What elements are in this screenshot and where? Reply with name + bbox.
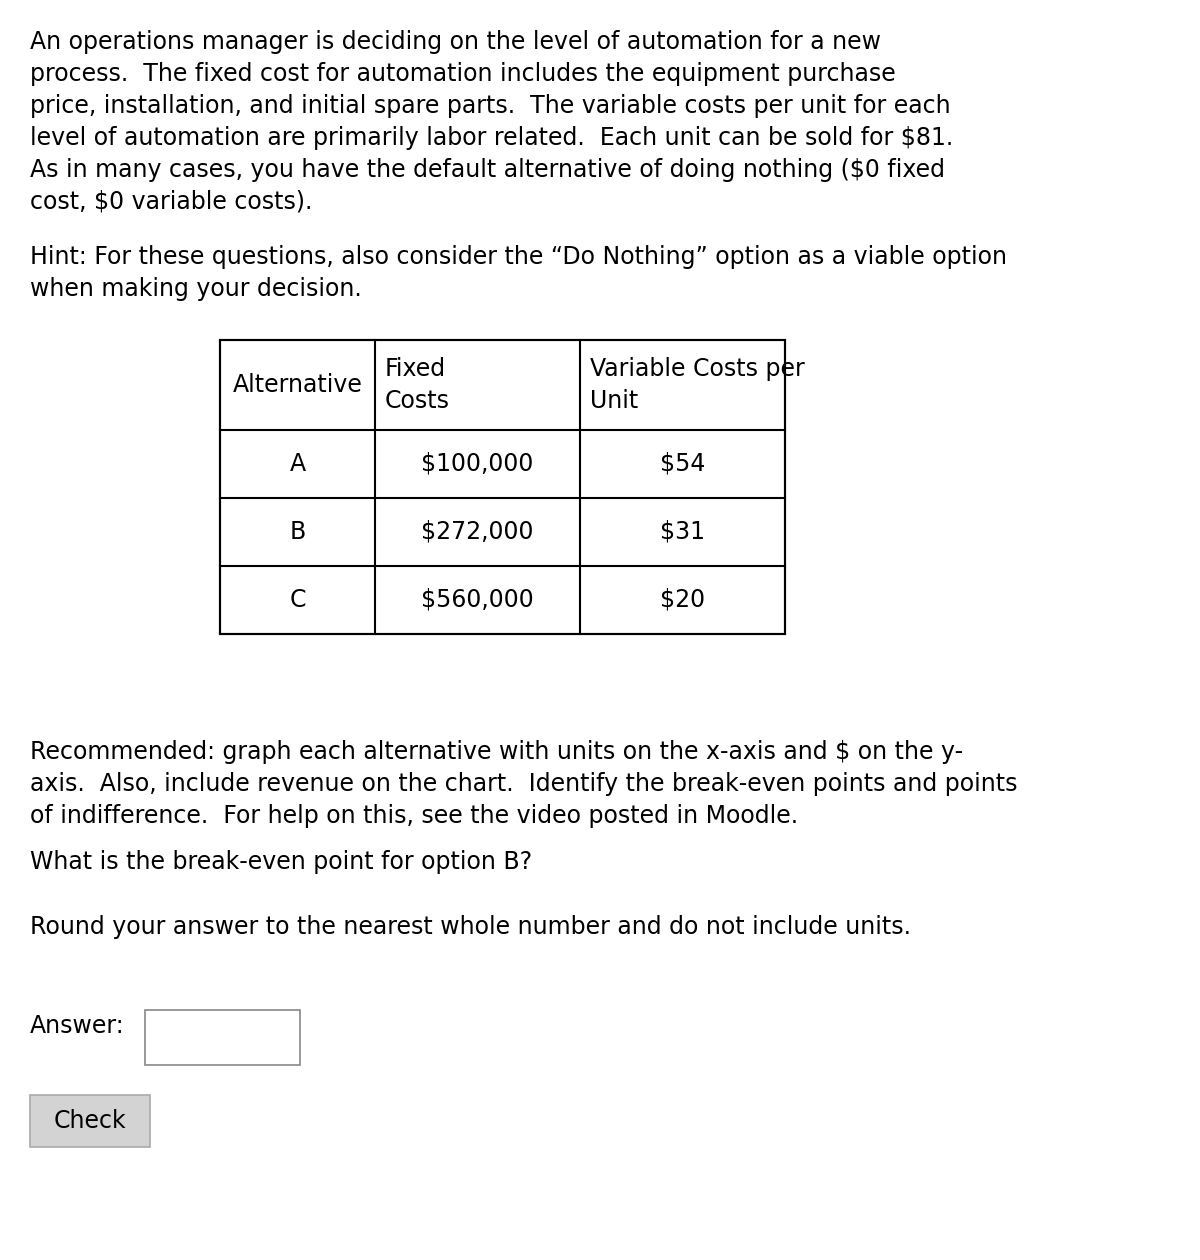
Bar: [30, 1095, 150, 1147]
Text: Fixed
Costs: Fixed Costs: [385, 357, 450, 413]
Text: Alternative: Alternative: [233, 373, 362, 397]
Text: $100,000: $100,000: [421, 452, 534, 476]
Text: of indifference.  For help on this, see the video posted in Moodle.: of indifference. For help on this, see t…: [30, 804, 798, 828]
Text: Hint: For these questions, also consider the “Do Nothing” option as a viable opt: Hint: For these questions, also consider…: [30, 244, 1007, 268]
Bar: [145, 1011, 300, 1065]
Text: As in many cases, you have the default alternative of doing nothing ($0 fixed: As in many cases, you have the default a…: [30, 158, 946, 181]
Text: Check: Check: [54, 1109, 126, 1133]
Text: B: B: [289, 520, 306, 544]
Text: $31: $31: [660, 520, 706, 544]
Text: Round your answer to the nearest whole number and do not include units.: Round your answer to the nearest whole n…: [30, 915, 911, 939]
Text: $54: $54: [660, 452, 706, 476]
Text: Variable Costs per
Unit: Variable Costs per Unit: [590, 357, 805, 413]
Text: price, installation, and initial spare parts.  The variable costs per unit for e: price, installation, and initial spare p…: [30, 94, 950, 118]
Text: What is the break-even point for option B?: What is the break-even point for option …: [30, 850, 532, 874]
Text: axis.  Also, include revenue on the chart.  Identify the break-even points and p: axis. Also, include revenue on the chart…: [30, 772, 1018, 796]
Text: process.  The fixed cost for automation includes the equipment purchase: process. The fixed cost for automation i…: [30, 62, 895, 86]
Text: Answer:: Answer:: [30, 1014, 125, 1038]
Text: Recommended: graph each alternative with units on the x-axis and $ on the y-: Recommended: graph each alternative with…: [30, 740, 964, 764]
Text: level of automation are primarily labor related.  Each unit can be sold for $81.: level of automation are primarily labor …: [30, 126, 953, 150]
Text: A: A: [289, 452, 306, 476]
Text: $20: $20: [660, 588, 706, 612]
Text: cost, $0 variable costs).: cost, $0 variable costs).: [30, 190, 312, 214]
Bar: [220, 340, 785, 634]
Text: $560,000: $560,000: [421, 588, 534, 612]
Text: C: C: [289, 588, 306, 612]
Text: $272,000: $272,000: [421, 520, 534, 544]
Text: when making your decision.: when making your decision.: [30, 277, 361, 301]
Text: An operations manager is deciding on the level of automation for a new: An operations manager is deciding on the…: [30, 30, 881, 54]
